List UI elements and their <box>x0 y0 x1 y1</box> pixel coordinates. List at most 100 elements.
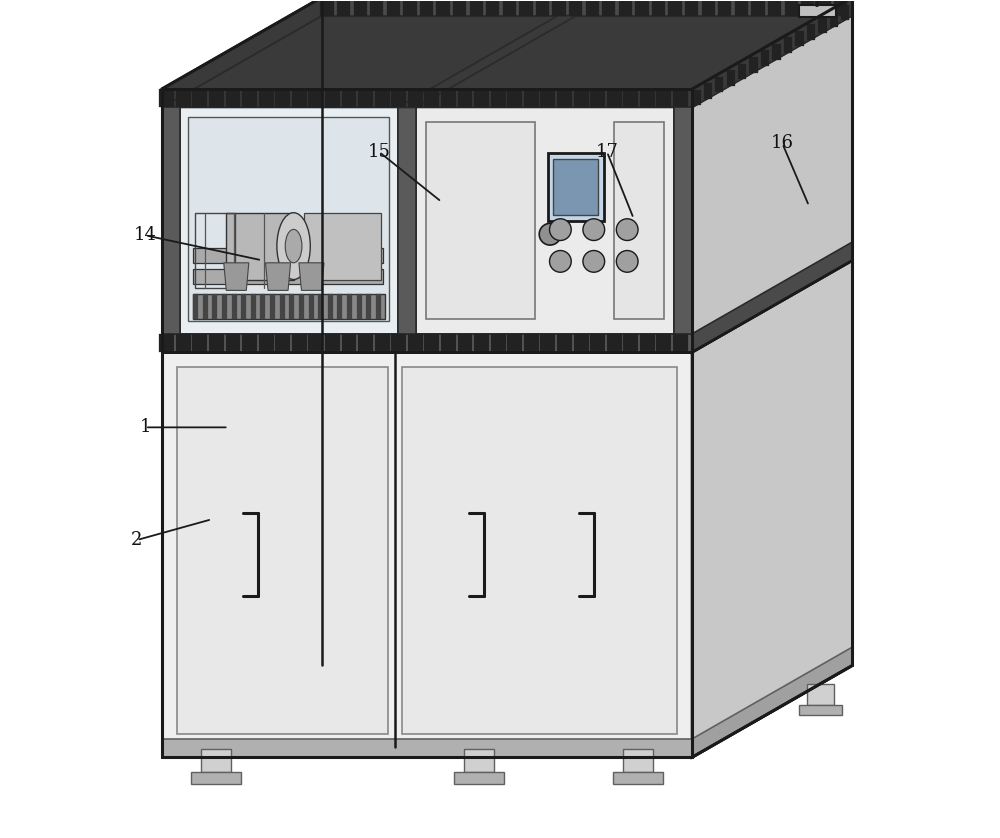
Polygon shape <box>162 89 692 352</box>
Polygon shape <box>458 89 472 107</box>
Polygon shape <box>342 334 356 352</box>
Polygon shape <box>590 89 605 107</box>
Polygon shape <box>304 213 381 280</box>
Polygon shape <box>454 773 504 784</box>
Polygon shape <box>524 89 539 107</box>
Polygon shape <box>640 334 655 352</box>
Polygon shape <box>574 334 589 352</box>
Polygon shape <box>674 107 692 334</box>
Polygon shape <box>328 293 333 318</box>
Polygon shape <box>280 293 285 318</box>
Polygon shape <box>668 1 682 16</box>
Polygon shape <box>692 0 852 107</box>
Polygon shape <box>259 89 274 107</box>
Text: 15: 15 <box>367 142 390 161</box>
Polygon shape <box>354 1 367 16</box>
Polygon shape <box>398 107 416 334</box>
Polygon shape <box>424 89 439 107</box>
Polygon shape <box>325 89 340 107</box>
Polygon shape <box>738 64 746 80</box>
Text: 17: 17 <box>595 142 618 161</box>
Polygon shape <box>193 293 385 318</box>
Polygon shape <box>772 44 781 59</box>
Polygon shape <box>735 1 748 16</box>
Polygon shape <box>224 263 249 291</box>
Polygon shape <box>685 1 698 16</box>
Circle shape <box>550 251 571 272</box>
Polygon shape <box>376 293 381 318</box>
Polygon shape <box>177 367 388 734</box>
Polygon shape <box>375 89 390 107</box>
Polygon shape <box>358 334 373 352</box>
Polygon shape <box>474 334 489 352</box>
Polygon shape <box>325 334 340 352</box>
Polygon shape <box>540 89 555 107</box>
Polygon shape <box>834 1 847 16</box>
Polygon shape <box>162 89 692 107</box>
Polygon shape <box>519 1 533 16</box>
Polygon shape <box>623 334 638 352</box>
Polygon shape <box>162 739 692 758</box>
Polygon shape <box>212 293 217 318</box>
Polygon shape <box>260 293 265 318</box>
Polygon shape <box>337 1 350 16</box>
Polygon shape <box>491 89 506 107</box>
Polygon shape <box>718 1 731 16</box>
Polygon shape <box>162 0 852 89</box>
Text: 16: 16 <box>771 134 794 153</box>
Polygon shape <box>619 1 632 16</box>
Polygon shape <box>607 334 622 352</box>
Polygon shape <box>818 18 827 34</box>
Polygon shape <box>602 1 615 16</box>
Polygon shape <box>226 334 240 352</box>
Polygon shape <box>193 293 198 318</box>
Polygon shape <box>357 293 362 318</box>
Polygon shape <box>614 122 664 318</box>
Polygon shape <box>673 334 688 352</box>
Polygon shape <box>474 89 489 107</box>
Polygon shape <box>586 1 599 16</box>
Polygon shape <box>191 773 241 784</box>
Polygon shape <box>692 0 852 352</box>
Polygon shape <box>192 89 207 107</box>
Polygon shape <box>299 263 324 291</box>
Polygon shape <box>569 1 582 16</box>
Polygon shape <box>391 334 406 352</box>
Text: 14: 14 <box>134 226 156 244</box>
Polygon shape <box>692 647 852 758</box>
Polygon shape <box>408 334 423 352</box>
Polygon shape <box>322 0 852 16</box>
Polygon shape <box>656 334 671 352</box>
Polygon shape <box>209 334 224 352</box>
Polygon shape <box>656 89 671 107</box>
Polygon shape <box>226 213 294 280</box>
Polygon shape <box>358 89 373 107</box>
Polygon shape <box>801 1 814 16</box>
Polygon shape <box>159 89 174 107</box>
Polygon shape <box>416 107 674 334</box>
Polygon shape <box>453 1 466 16</box>
Polygon shape <box>337 293 342 318</box>
Polygon shape <box>242 89 257 107</box>
Polygon shape <box>692 242 852 352</box>
Circle shape <box>539 224 561 245</box>
Polygon shape <box>785 1 798 16</box>
Polygon shape <box>309 293 314 318</box>
Polygon shape <box>692 90 701 106</box>
Circle shape <box>550 219 571 241</box>
Polygon shape <box>795 31 804 46</box>
Polygon shape <box>761 50 769 66</box>
Polygon shape <box>366 293 371 318</box>
Polygon shape <box>275 334 290 352</box>
Polygon shape <box>692 261 852 758</box>
Polygon shape <box>635 1 649 16</box>
Polygon shape <box>370 1 383 16</box>
Polygon shape <box>590 334 605 352</box>
Polygon shape <box>751 1 765 16</box>
Circle shape <box>583 251 605 272</box>
Polygon shape <box>607 89 622 107</box>
Polygon shape <box>251 293 256 318</box>
Polygon shape <box>458 334 472 352</box>
Polygon shape <box>507 89 522 107</box>
Polygon shape <box>704 83 712 99</box>
